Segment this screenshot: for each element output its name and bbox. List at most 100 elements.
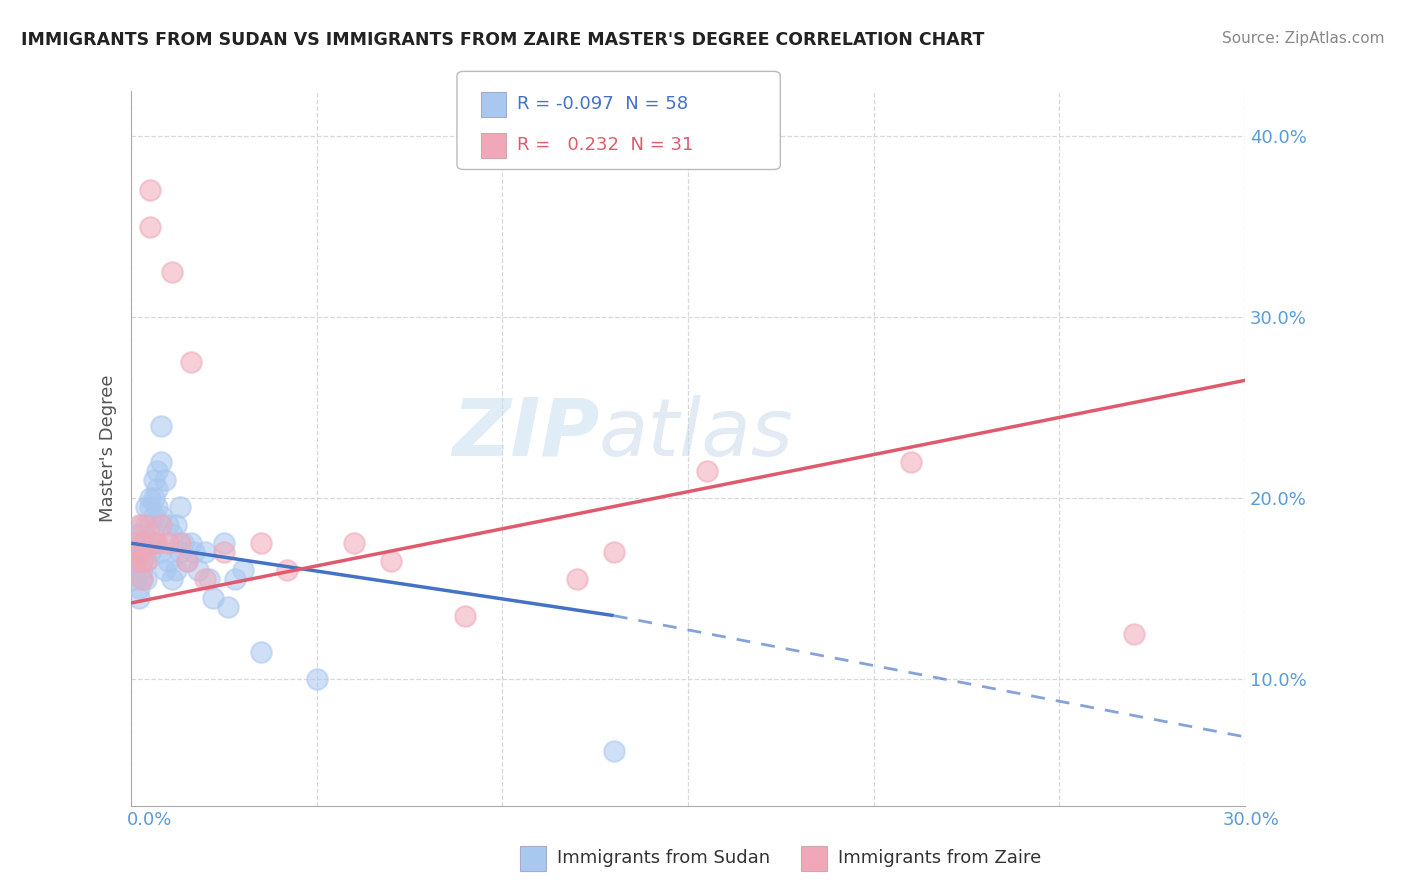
Point — [380, 554, 402, 568]
Text: atlas: atlas — [599, 395, 794, 473]
Point — [142, 509, 165, 524]
Point — [124, 536, 146, 550]
Point — [165, 563, 187, 577]
Point — [128, 536, 150, 550]
Point — [194, 573, 217, 587]
Point — [128, 582, 150, 596]
Point — [176, 554, 198, 568]
Y-axis label: Master's Degree: Master's Degree — [100, 375, 117, 522]
Text: 0.0%: 0.0% — [127, 811, 172, 829]
Point — [160, 527, 183, 541]
Point — [149, 518, 172, 533]
Text: Source: ZipAtlas.com: Source: ZipAtlas.com — [1222, 31, 1385, 46]
Point — [169, 536, 191, 550]
Point — [157, 554, 180, 568]
Point — [224, 573, 246, 587]
Text: R = -0.097  N = 58: R = -0.097 N = 58 — [517, 95, 689, 113]
Point — [696, 464, 718, 478]
Point — [139, 183, 162, 197]
Point — [131, 536, 153, 550]
Point — [172, 536, 194, 550]
Point — [169, 500, 191, 514]
Point — [124, 545, 146, 559]
Point — [131, 554, 153, 568]
Point — [131, 573, 153, 587]
Point — [131, 518, 153, 533]
Point — [160, 265, 183, 279]
Point — [305, 672, 328, 686]
Point — [250, 645, 273, 659]
Point — [142, 527, 165, 541]
Point — [139, 536, 162, 550]
Point — [146, 536, 169, 550]
Point — [157, 536, 180, 550]
Point — [153, 563, 176, 577]
Point — [160, 573, 183, 587]
Point — [343, 536, 366, 550]
Text: Immigrants from Zaire: Immigrants from Zaire — [838, 849, 1042, 867]
Point — [131, 554, 153, 568]
Point — [149, 509, 172, 524]
Point — [217, 599, 239, 614]
Point — [135, 554, 157, 568]
Point — [146, 464, 169, 478]
Point — [142, 536, 165, 550]
Point — [232, 563, 254, 577]
Point — [250, 536, 273, 550]
Text: IMMIGRANTS FROM SUDAN VS IMMIGRANTS FROM ZAIRE MASTER'S DEGREE CORRELATION CHART: IMMIGRANTS FROM SUDAN VS IMMIGRANTS FROM… — [21, 31, 984, 49]
Point — [131, 573, 153, 587]
Point — [454, 608, 477, 623]
Point — [128, 527, 150, 541]
Point — [900, 455, 922, 469]
Point — [135, 554, 157, 568]
Point — [149, 455, 172, 469]
Point — [142, 473, 165, 487]
Point — [146, 500, 169, 514]
Point — [135, 518, 157, 533]
Point — [128, 591, 150, 605]
Point — [180, 355, 202, 369]
Point — [128, 545, 150, 559]
Point — [139, 500, 162, 514]
Text: ZIP: ZIP — [451, 395, 599, 473]
Point — [276, 563, 298, 577]
Point — [169, 545, 191, 559]
Point — [139, 518, 162, 533]
Point — [603, 744, 626, 758]
Point — [149, 545, 172, 559]
Point — [135, 536, 157, 550]
Text: Immigrants from Sudan: Immigrants from Sudan — [557, 849, 770, 867]
Point — [131, 536, 153, 550]
Point — [180, 536, 202, 550]
Point — [135, 500, 157, 514]
Point — [183, 545, 205, 559]
Point — [139, 491, 162, 505]
Point — [157, 518, 180, 533]
Point — [149, 418, 172, 433]
Point — [142, 491, 165, 505]
Point — [139, 219, 162, 234]
Text: R =   0.232  N = 31: R = 0.232 N = 31 — [517, 136, 693, 154]
Point — [201, 591, 224, 605]
Point — [146, 482, 169, 496]
Point — [128, 518, 150, 533]
Point — [194, 545, 217, 559]
Point — [124, 563, 146, 577]
Point — [135, 573, 157, 587]
Point — [139, 545, 162, 559]
Point — [198, 573, 221, 587]
Point — [212, 536, 235, 550]
Point — [565, 573, 588, 587]
Point — [1122, 626, 1144, 640]
Point — [124, 554, 146, 568]
Point — [212, 545, 235, 559]
Point — [153, 473, 176, 487]
Point — [124, 573, 146, 587]
Point — [187, 563, 209, 577]
Point — [124, 554, 146, 568]
Point — [131, 563, 153, 577]
Point — [176, 554, 198, 568]
Point — [603, 545, 626, 559]
Text: 30.0%: 30.0% — [1223, 811, 1279, 829]
Point — [165, 518, 187, 533]
